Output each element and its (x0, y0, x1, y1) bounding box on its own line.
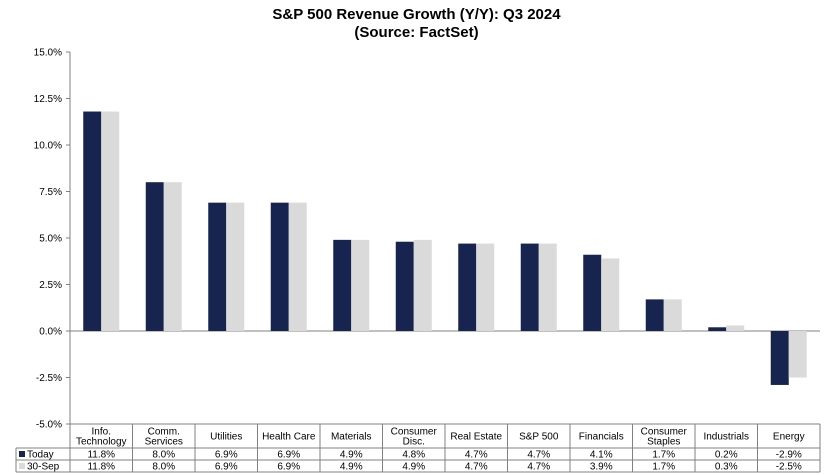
category-label-line: Technology (76, 437, 127, 448)
category-label-line: S&P 500 (519, 432, 559, 443)
legend-label: 30-Sep (27, 462, 60, 473)
data-label: 4.7% (527, 450, 550, 461)
category-label: Consumer Disc. (391, 427, 438, 448)
category-label-line: Consumer (391, 427, 438, 438)
y-tick-label: -5.0% (36, 420, 62, 431)
category-label: Real Estate (450, 432, 502, 443)
bar-today (708, 327, 727, 331)
bar-today (583, 254, 602, 331)
data-label: 6.9% (215, 462, 238, 473)
data-table: Info. Technology Comm. Services Utilities Hea… (15, 423, 821, 473)
y-tick-label: 7.5% (39, 187, 62, 198)
chart-subtitle: (Source: FactSet) (354, 24, 479, 41)
y-tick-label: 12.5% (34, 94, 62, 105)
bar-30-sep (726, 325, 745, 331)
bar-today (270, 202, 289, 331)
category-label-line: Disc. (403, 437, 425, 448)
bar-30-sep (538, 243, 557, 331)
category-label-line: Energy (773, 432, 805, 443)
category-label-line: Comm. (148, 427, 180, 438)
data-label: 8.0% (152, 450, 175, 461)
bar-30-sep (413, 239, 432, 331)
bar-30-sep (476, 243, 495, 331)
bar-today (208, 202, 227, 331)
data-label: 3.9% (590, 462, 613, 473)
bar-today (395, 241, 414, 331)
category-label-line: Utilities (210, 432, 242, 443)
category-label-line: Materials (331, 432, 372, 443)
data-label: 0.3% (715, 462, 738, 473)
bar-today (458, 243, 477, 331)
category-label-line: Industrials (703, 432, 749, 443)
y-tick-label: -2.5% (36, 373, 62, 384)
category-label: Info. Technology (76, 427, 127, 448)
y-tick-label: 2.5% (39, 280, 62, 291)
category-label-line: Consumer (641, 427, 688, 438)
legend-label: Today (27, 450, 54, 461)
legend-key-30-sep (19, 463, 25, 469)
category-label-line: Staples (647, 437, 680, 448)
bar-today (145, 182, 164, 331)
data-label: 6.9% (277, 462, 300, 473)
data-label: 1.7% (652, 462, 675, 473)
bar-30-sep (601, 258, 620, 331)
y-tick-label: 0.0% (39, 327, 62, 338)
category-label: Health Care (262, 432, 316, 443)
data-label: 6.9% (215, 450, 238, 461)
data-label: 4.7% (465, 450, 488, 461)
data-label: 0.2% (715, 450, 738, 461)
bar-today (333, 239, 352, 331)
category-label-line: Health Care (262, 432, 316, 443)
category-label: Materials (331, 432, 372, 443)
bar-30-sep (663, 299, 682, 331)
data-label: 4.8% (402, 450, 425, 461)
bar-30-sep (351, 239, 370, 331)
data-label: 4.9% (340, 462, 363, 473)
bar-30-sep (788, 331, 807, 378)
y-tick-label: 15.0% (34, 48, 62, 59)
data-label: 11.8% (87, 462, 115, 473)
bar-30-sep (101, 111, 120, 332)
category-label: Utilities (210, 432, 242, 443)
bar-30-sep (163, 182, 182, 331)
category-label: S&P 500 (519, 432, 559, 443)
category-label: Industrials (703, 432, 749, 443)
category-label: Financials (579, 432, 624, 443)
bar-30-sep (288, 202, 307, 331)
data-label: 6.9% (277, 450, 300, 461)
category-label-line: Financials (579, 432, 624, 443)
category-label: Comm. Services (145, 427, 183, 448)
category-label: Consumer Staples (641, 427, 688, 448)
data-label: 1.7% (652, 450, 675, 461)
data-label: 8.0% (152, 462, 175, 473)
category-label: Energy (773, 432, 805, 443)
data-label: -2.9% (776, 450, 802, 461)
data-label: 4.7% (465, 462, 488, 473)
axis-layer: 15.0% 12.5% 10.0% 7.5% 5.0% 2.5% 0.0% -2.5% -5.0… (34, 48, 820, 431)
data-label: 4.9% (340, 450, 363, 461)
chart-title: S&P 500 Revenue Growth (Y/Y): Q3 2024 (272, 6, 561, 23)
y-tick-label: 5.0% (39, 234, 62, 245)
bar-today (520, 243, 539, 331)
data-label: 4.7% (527, 462, 550, 473)
bar-layer (83, 111, 807, 385)
data-label: 4.1% (590, 450, 613, 461)
bar-30-sep (226, 202, 245, 331)
data-label: 4.9% (402, 462, 425, 473)
data-label: -2.5% (776, 462, 802, 473)
bar-today (770, 331, 789, 385)
data-label: 11.8% (87, 450, 115, 461)
legend-key-today (19, 451, 25, 457)
category-label-line: Services (145, 437, 183, 448)
bar-today (83, 111, 102, 332)
category-label-line: Real Estate (450, 432, 502, 443)
y-tick-label: 10.0% (34, 141, 62, 152)
bar-today (645, 299, 664, 331)
category-label-line: Info. (92, 427, 111, 438)
